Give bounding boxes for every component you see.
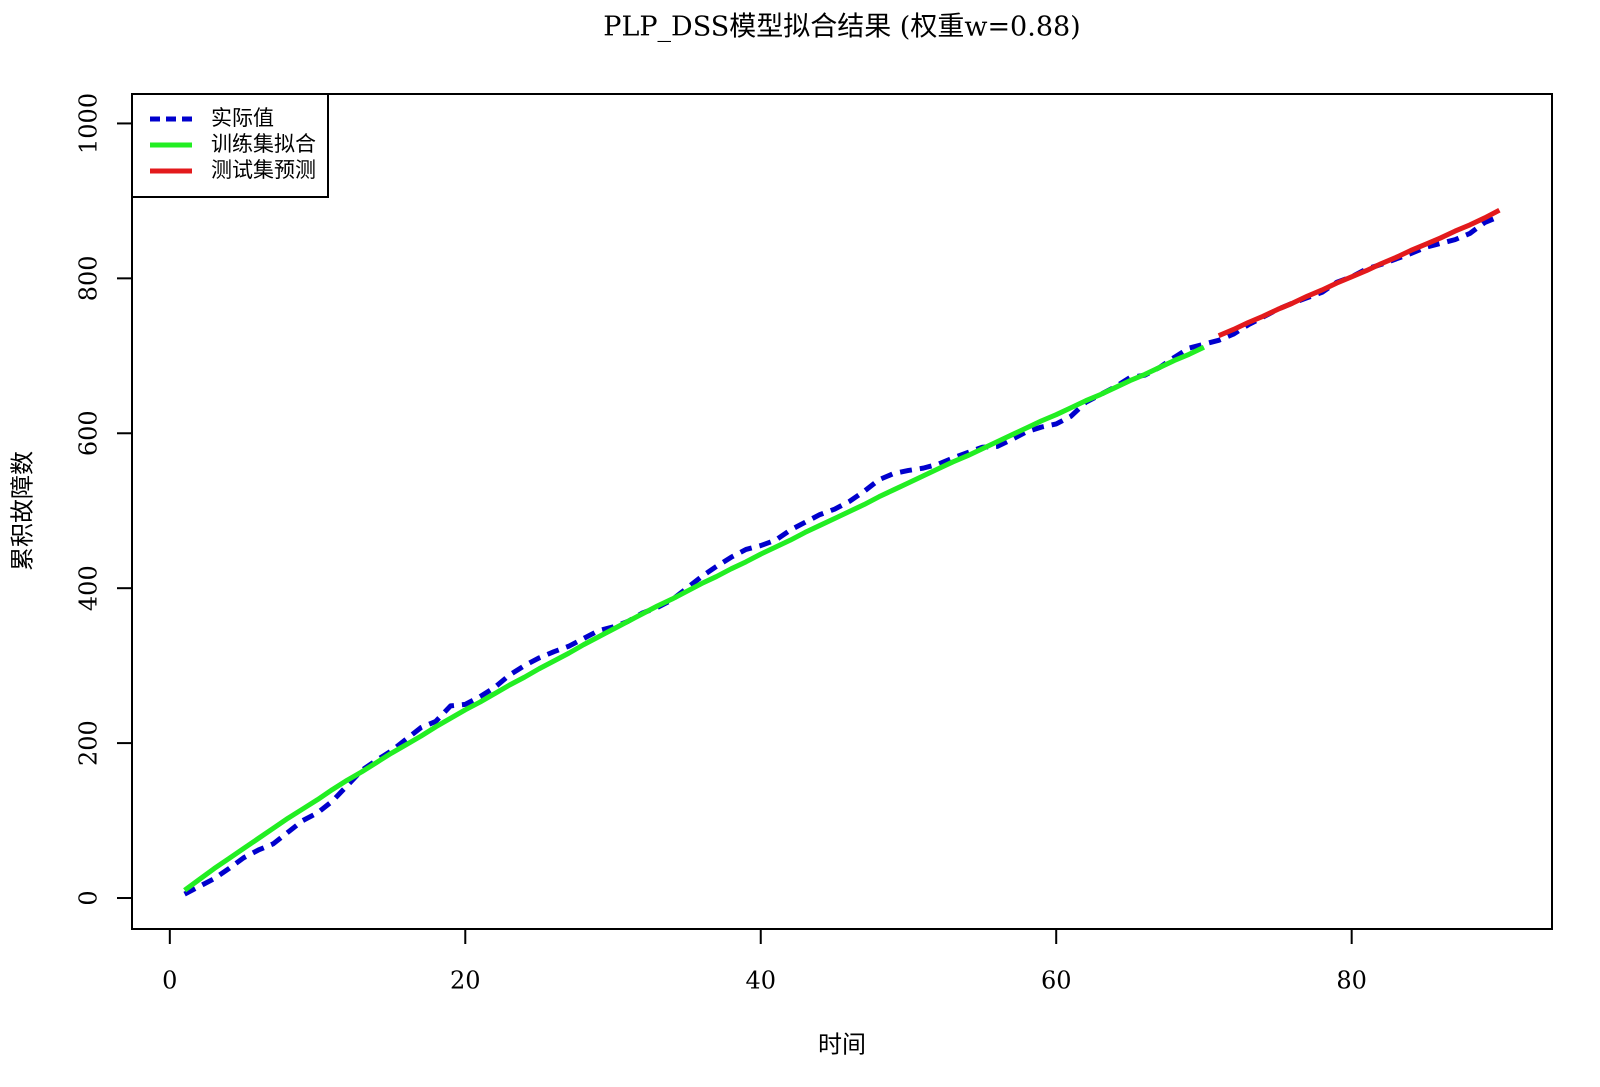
series-line xyxy=(1217,207,1501,338)
y-tick-label: 200 xyxy=(75,720,103,766)
series-line xyxy=(183,345,1206,893)
x-axis-label: 时间 xyxy=(818,1031,866,1059)
series-line xyxy=(183,214,1501,897)
legend-label: 实际值 xyxy=(211,106,274,130)
x-tick-label: 40 xyxy=(745,967,776,995)
y-tick-label: 400 xyxy=(75,565,103,611)
x-tick-label: 60 xyxy=(1041,967,1072,995)
x-tick-label: 80 xyxy=(1336,967,1367,995)
y-tick-label: 0 xyxy=(75,890,103,905)
legend-label: 测试集预测 xyxy=(211,158,316,182)
y-axis-label: 累积故障数 xyxy=(9,451,37,571)
chart-title: PLP_DSS模型拟合结果 (权重w=0.88) xyxy=(603,12,1080,43)
y-tick-label: 1000 xyxy=(75,93,103,154)
y-tick-label: 800 xyxy=(75,255,103,301)
legend-label: 训练集拟合 xyxy=(211,132,316,156)
x-tick-label: 0 xyxy=(162,967,177,995)
plot-frame xyxy=(131,93,1553,930)
x-tick-label: 20 xyxy=(450,967,481,995)
y-tick-label: 600 xyxy=(75,410,103,456)
